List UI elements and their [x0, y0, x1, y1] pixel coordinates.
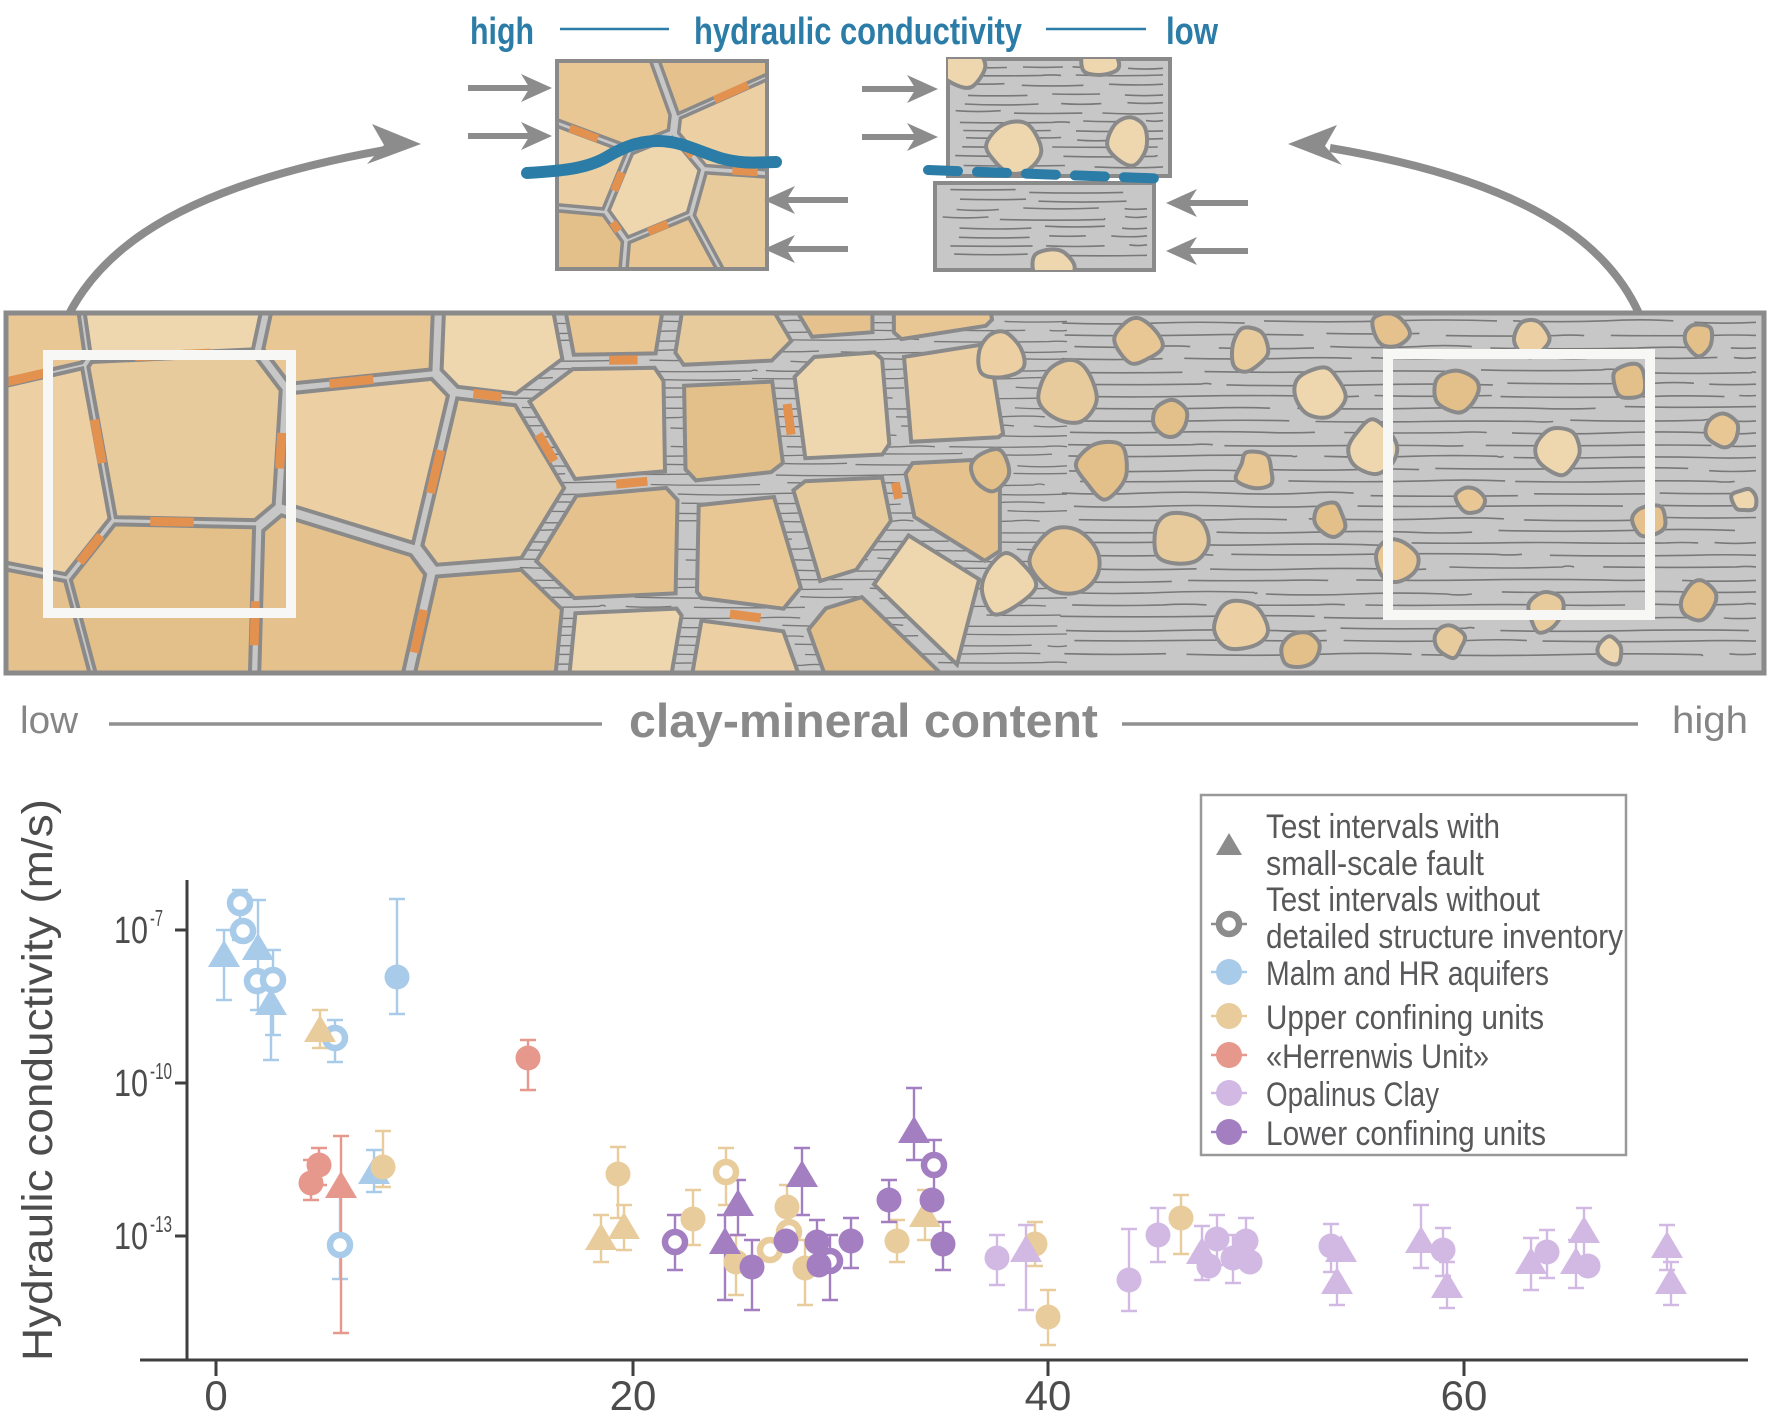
svg-text:clay-mineral content: clay-mineral content	[629, 694, 1098, 747]
svg-text:Hydraulic conductivity (m/s): Hydraulic conductivity (m/s)	[14, 799, 62, 1361]
svg-text:small-scale fault: small-scale fault	[1266, 845, 1484, 883]
svg-text:10: 10	[114, 1063, 148, 1105]
svg-text:Upper confining units: Upper confining units	[1266, 999, 1544, 1037]
svg-text:Opalinus Clay: Opalinus Clay	[1266, 1076, 1439, 1114]
svg-text:detailed structure inventory: detailed structure inventory	[1266, 918, 1623, 956]
svg-text:10: 10	[114, 1216, 148, 1258]
svg-text:-7: -7	[150, 905, 163, 931]
svg-text:20: 20	[610, 1372, 657, 1414]
svg-text:«Herrenwis Unit»: «Herrenwis Unit»	[1266, 1038, 1489, 1076]
svg-text:high: high	[1672, 700, 1748, 742]
svg-text:hydraulic conductivity: hydraulic conductivity	[694, 11, 1022, 53]
svg-text:Test intervals with: Test intervals with	[1266, 808, 1500, 846]
svg-text:Malm and HR aquifers: Malm and HR aquifers	[1266, 955, 1549, 993]
svg-text:40: 40	[1025, 1372, 1072, 1414]
svg-text:0: 0	[204, 1372, 227, 1414]
svg-text:-10: -10	[150, 1058, 172, 1084]
svg-text:60: 60	[1441, 1372, 1488, 1414]
svg-text:10: 10	[114, 910, 148, 952]
svg-text:-13: -13	[150, 1211, 172, 1237]
svg-text:low: low	[20, 700, 79, 742]
svg-text:Lower confining units: Lower confining units	[1266, 1115, 1546, 1153]
svg-text:low: low	[1166, 11, 1218, 53]
svg-text:Test intervals without: Test intervals without	[1266, 881, 1540, 919]
svg-text:high: high	[470, 11, 534, 53]
